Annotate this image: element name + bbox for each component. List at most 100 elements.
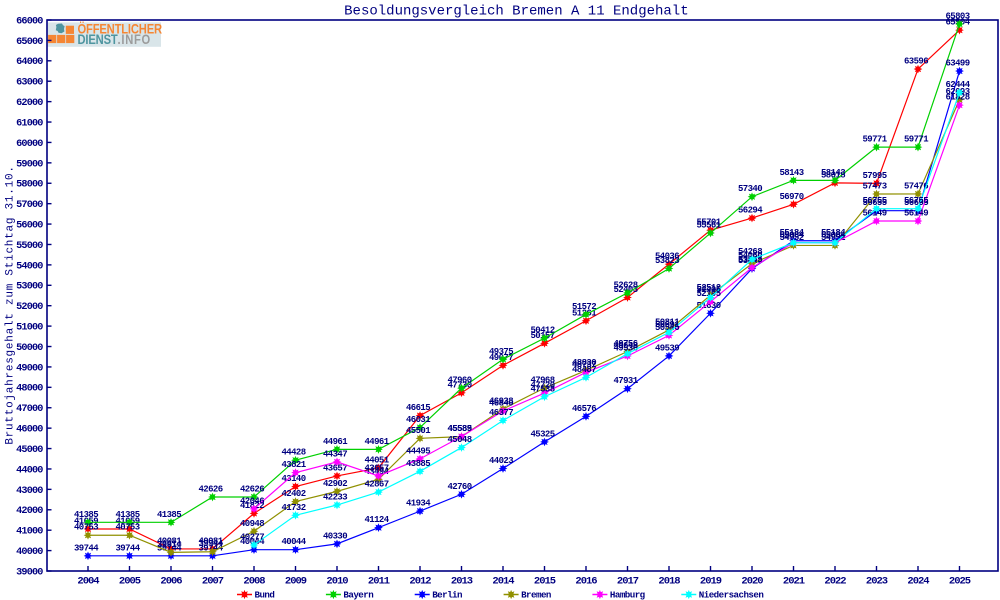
svg-text:66000: 66000 [16,16,43,27]
svg-text:55084: 55084 [821,230,846,240]
svg-text:49000: 49000 [16,363,43,374]
svg-text:40277: 40277 [240,532,264,542]
svg-text:56655: 56655 [904,198,928,208]
svg-text:DIENST.INFO: DIENST.INFO [78,32,151,47]
svg-text:2018: 2018 [658,576,680,588]
svg-text:2012: 2012 [409,576,431,588]
svg-text:49375: 49375 [489,347,513,357]
svg-text:41000: 41000 [16,527,43,538]
svg-text:55084: 55084 [779,230,804,240]
svg-text:2011: 2011 [368,576,390,588]
svg-text:2009: 2009 [285,576,307,588]
svg-text:46576: 46576 [572,404,596,414]
svg-text:44023: 44023 [489,456,513,466]
svg-text:52195: 52195 [696,289,720,299]
svg-text:43657: 43657 [364,463,388,473]
svg-text:57995: 57995 [862,171,886,181]
svg-text:Besoldungsvergleich Bremen A 1: Besoldungsvergleich Bremen A 11 Endgehal… [344,4,688,20]
svg-text:50691: 50691 [655,320,680,330]
svg-text:43885: 43885 [406,459,430,469]
svg-text:58143: 58143 [779,168,803,178]
svg-text:53823: 53823 [655,256,679,266]
svg-text:40330: 40330 [323,531,347,541]
svg-text:45000: 45000 [16,445,43,456]
svg-text:2024: 2024 [907,576,929,588]
svg-text:56149: 56149 [862,209,886,219]
svg-text:44000: 44000 [16,465,43,476]
svg-text:40081: 40081 [198,536,223,546]
svg-text:52403: 52403 [613,285,637,295]
svg-text:43657: 43657 [323,463,347,473]
svg-text:2020: 2020 [741,576,763,588]
svg-text:55184: 55184 [779,228,804,238]
svg-text:54268: 54268 [738,247,762,257]
svg-text:52000: 52000 [16,302,43,313]
svg-text:46000: 46000 [16,425,43,436]
svg-text:48487: 48487 [572,365,596,375]
svg-text:2021: 2021 [783,576,805,588]
svg-text:Niedersachsen: Niedersachsen [699,590,764,600]
svg-text:54952: 54952 [821,233,845,243]
svg-text:63499: 63499 [945,59,969,69]
svg-text:44428: 44428 [281,448,305,458]
svg-text:47931: 47931 [613,376,638,386]
svg-text:47720: 47720 [530,381,554,391]
svg-text:44961: 44961 [364,437,389,447]
svg-text:43821: 43821 [281,460,306,470]
svg-text:43140: 43140 [281,474,305,484]
svg-text:Bund: Bund [255,590,275,600]
svg-text:2015: 2015 [534,576,556,588]
svg-text:39914: 39914 [157,540,182,550]
svg-text:58143: 58143 [821,168,845,178]
svg-text:56655: 56655 [862,198,886,208]
svg-text:49648: 49648 [613,341,637,351]
svg-text:56149: 56149 [904,209,928,219]
svg-text:41385: 41385 [115,510,139,520]
svg-text:42233: 42233 [323,493,347,503]
svg-text:52512: 52512 [696,283,720,293]
svg-text:48000: 48000 [16,384,43,395]
svg-text:2017: 2017 [617,576,639,588]
svg-text:52628: 52628 [613,280,637,290]
svg-text:40044: 40044 [281,537,306,547]
svg-text:2022: 2022 [824,576,846,588]
svg-text:47000: 47000 [16,404,43,415]
svg-text:Bruttojahresgehalt zum Stichta: Bruttojahresgehalt zum Stichtag 31.10. [5,165,17,444]
svg-text:52405: 52405 [696,285,720,295]
svg-text:54000: 54000 [16,261,43,272]
svg-text:49536: 49536 [613,343,637,353]
svg-text:Hamburg: Hamburg [610,590,645,600]
svg-text:55184: 55184 [821,228,846,238]
svg-text:45585: 45585 [447,424,471,434]
svg-text:2019: 2019 [700,576,722,588]
svg-text:55000: 55000 [16,241,43,252]
svg-text:2014: 2014 [492,576,514,588]
svg-text:58018: 58018 [821,170,845,180]
svg-text:44347: 44347 [323,449,347,459]
svg-text:60000: 60000 [16,139,43,150]
svg-text:40000: 40000 [16,547,43,558]
svg-text:41822: 41822 [240,501,264,511]
svg-text:57476: 57476 [904,181,928,191]
svg-text:Berlin: Berlin [432,590,462,600]
svg-text:51000: 51000 [16,323,43,334]
svg-text:46938: 46938 [489,397,513,407]
svg-text:65000: 65000 [16,37,43,48]
svg-text:2005: 2005 [119,576,141,588]
svg-text:63596: 63596 [904,57,928,67]
svg-text:2008: 2008 [243,576,265,588]
svg-text:62000: 62000 [16,98,43,109]
svg-text:46840: 46840 [489,399,513,409]
svg-text:49539: 49539 [655,343,679,353]
svg-text:Bremen: Bremen [521,590,551,600]
svg-text:39744: 39744 [74,543,99,553]
svg-text:50000: 50000 [16,343,43,354]
svg-text:63000: 63000 [16,78,43,89]
svg-text:39000: 39000 [16,567,43,578]
svg-text:40044: 40044 [240,537,265,547]
svg-text:43000: 43000 [16,486,43,497]
svg-text:57000: 57000 [16,200,43,211]
svg-text:46615: 46615 [406,403,430,413]
svg-text:42402: 42402 [281,489,305,499]
svg-text:57340: 57340 [738,184,762,194]
